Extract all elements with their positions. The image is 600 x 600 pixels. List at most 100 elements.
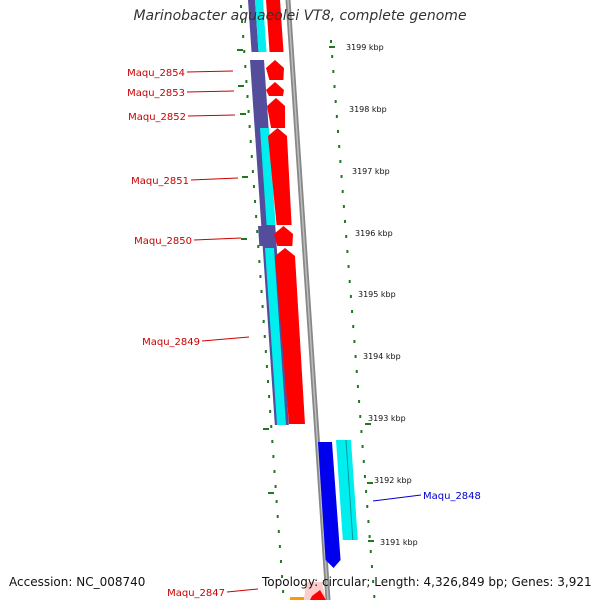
cds-reverse-arrow[interactable] bbox=[266, 60, 284, 80]
gc-tick bbox=[272, 455, 275, 458]
kbp-scale-label: 3194 kbp bbox=[363, 352, 401, 361]
gc-tick bbox=[273, 470, 276, 473]
gc-tick-major bbox=[237, 49, 243, 51]
gc-tick bbox=[245, 80, 248, 83]
gc-tick bbox=[341, 190, 344, 193]
gc-tick-major bbox=[268, 492, 274, 494]
cds-reverse-partial[interactable] bbox=[310, 590, 326, 600]
gene-label[interactable]: Maqu_2848 bbox=[423, 491, 481, 502]
cds-reverse-arrow[interactable] bbox=[268, 128, 292, 225]
gene-label[interactable]: Maqu_2849 bbox=[142, 337, 200, 348]
gc-tick bbox=[249, 140, 252, 143]
gc-tick bbox=[256, 230, 259, 233]
gc-tick bbox=[373, 595, 376, 598]
gene-label-leader bbox=[372, 494, 422, 502]
gc-tick bbox=[355, 370, 358, 373]
gc-tick bbox=[354, 355, 357, 358]
gene-label[interactable]: Maqu_2852 bbox=[128, 112, 186, 123]
gc-tick bbox=[263, 335, 266, 338]
gc-tick bbox=[338, 145, 341, 148]
gene-label[interactable]: Maqu_2850 bbox=[134, 236, 192, 247]
gene-label[interactable]: Maqu_2851 bbox=[131, 176, 189, 187]
gc-tick bbox=[255, 215, 258, 218]
gc-tick bbox=[271, 440, 274, 443]
gc-tick bbox=[282, 590, 285, 593]
gc-tick bbox=[247, 110, 250, 113]
gc-tick bbox=[339, 160, 342, 163]
gc-tick bbox=[251, 170, 254, 173]
cds-reverse-arrow[interactable] bbox=[267, 98, 286, 128]
backbone-highlight bbox=[287, 0, 329, 600]
gc-tick bbox=[274, 485, 277, 488]
gc-tick bbox=[363, 475, 366, 478]
gene-block-forward-edge bbox=[345, 439, 354, 541]
gc-tick bbox=[361, 445, 364, 448]
gc-tick bbox=[330, 40, 332, 43]
gc-tick bbox=[360, 430, 363, 433]
kbp-scale-label: 3199 kbp bbox=[346, 43, 384, 52]
gc-tick bbox=[261, 305, 264, 308]
gene-label-leader bbox=[190, 177, 239, 181]
gene-label[interactable]: Maqu_2853 bbox=[127, 88, 185, 99]
gc-tick bbox=[278, 545, 281, 548]
gene-label-leader bbox=[193, 237, 242, 241]
gc-tick bbox=[340, 175, 343, 178]
gc-tick bbox=[346, 250, 349, 253]
gc-tick bbox=[254, 200, 257, 203]
gc-tick bbox=[337, 130, 340, 133]
cds-track[interactable] bbox=[260, 128, 276, 225]
cds-reverse-arrow[interactable] bbox=[275, 248, 305, 424]
cds-forward-arrow[interactable] bbox=[318, 442, 341, 568]
gene-block-reverse[interactable] bbox=[248, 0, 259, 52]
misc-feature[interactable] bbox=[290, 597, 304, 600]
gc-tick bbox=[276, 515, 279, 518]
gene-block-reverse[interactable] bbox=[258, 226, 274, 246]
gene-block-forward[interactable] bbox=[336, 440, 358, 540]
gc-tick-major bbox=[240, 113, 246, 115]
gene-label[interactable]: Maqu_2847 bbox=[167, 588, 225, 599]
gene-label[interactable]: Maqu_2854 bbox=[127, 68, 185, 79]
gc-tick bbox=[262, 320, 265, 323]
kbp-scale-label: 3195 kbp bbox=[358, 290, 396, 299]
gc-tick bbox=[243, 50, 246, 53]
gc-tick bbox=[362, 460, 365, 463]
gc-tick bbox=[259, 275, 262, 278]
gc-tick bbox=[345, 235, 348, 238]
gc-tick bbox=[242, 35, 245, 38]
gc-tick bbox=[246, 95, 249, 98]
gc-tick bbox=[248, 125, 251, 128]
gc-tick bbox=[344, 220, 347, 223]
gc-tick bbox=[260, 290, 263, 293]
kbp-scale-label: 3197 kbp bbox=[352, 167, 390, 176]
accession-text: Accession: NC_008740 bbox=[9, 575, 146, 589]
cds-reverse-arrow[interactable] bbox=[274, 226, 293, 246]
gc-tick bbox=[277, 530, 280, 533]
gc-tick bbox=[372, 580, 375, 583]
kbp-scale-label: 3196 kbp bbox=[355, 229, 393, 238]
gc-tick bbox=[250, 155, 253, 158]
cds-track[interactable] bbox=[255, 0, 267, 52]
gc-tick bbox=[279, 560, 282, 563]
map-title: Marinobacter aquaeolei VT8, complete gen… bbox=[133, 8, 467, 24]
topology-text: Topology: circular; Length: 4,326,849 bp… bbox=[262, 575, 592, 589]
gc-tick-major bbox=[365, 423, 371, 425]
gc-tick bbox=[334, 100, 337, 103]
kbp-scale-label: 3192 kbp bbox=[374, 476, 412, 485]
gc-tick bbox=[269, 410, 272, 413]
kbp-scale-label: 3193 kbp bbox=[368, 414, 406, 423]
gc-tick-major bbox=[242, 176, 248, 178]
cds-track[interactable] bbox=[265, 248, 287, 425]
gc-tick-major bbox=[368, 540, 374, 542]
gc-tick bbox=[331, 55, 334, 58]
cds-reverse-arrow[interactable] bbox=[266, 82, 284, 96]
gc-tick bbox=[275, 500, 278, 503]
gc-tick-major bbox=[367, 482, 373, 484]
cds-reverse[interactable] bbox=[266, 0, 284, 52]
gc-tick bbox=[351, 310, 354, 313]
gc-tick bbox=[359, 415, 362, 418]
gc-tick bbox=[352, 325, 355, 328]
gc-tick bbox=[358, 400, 361, 403]
gc-tick bbox=[241, 20, 244, 23]
